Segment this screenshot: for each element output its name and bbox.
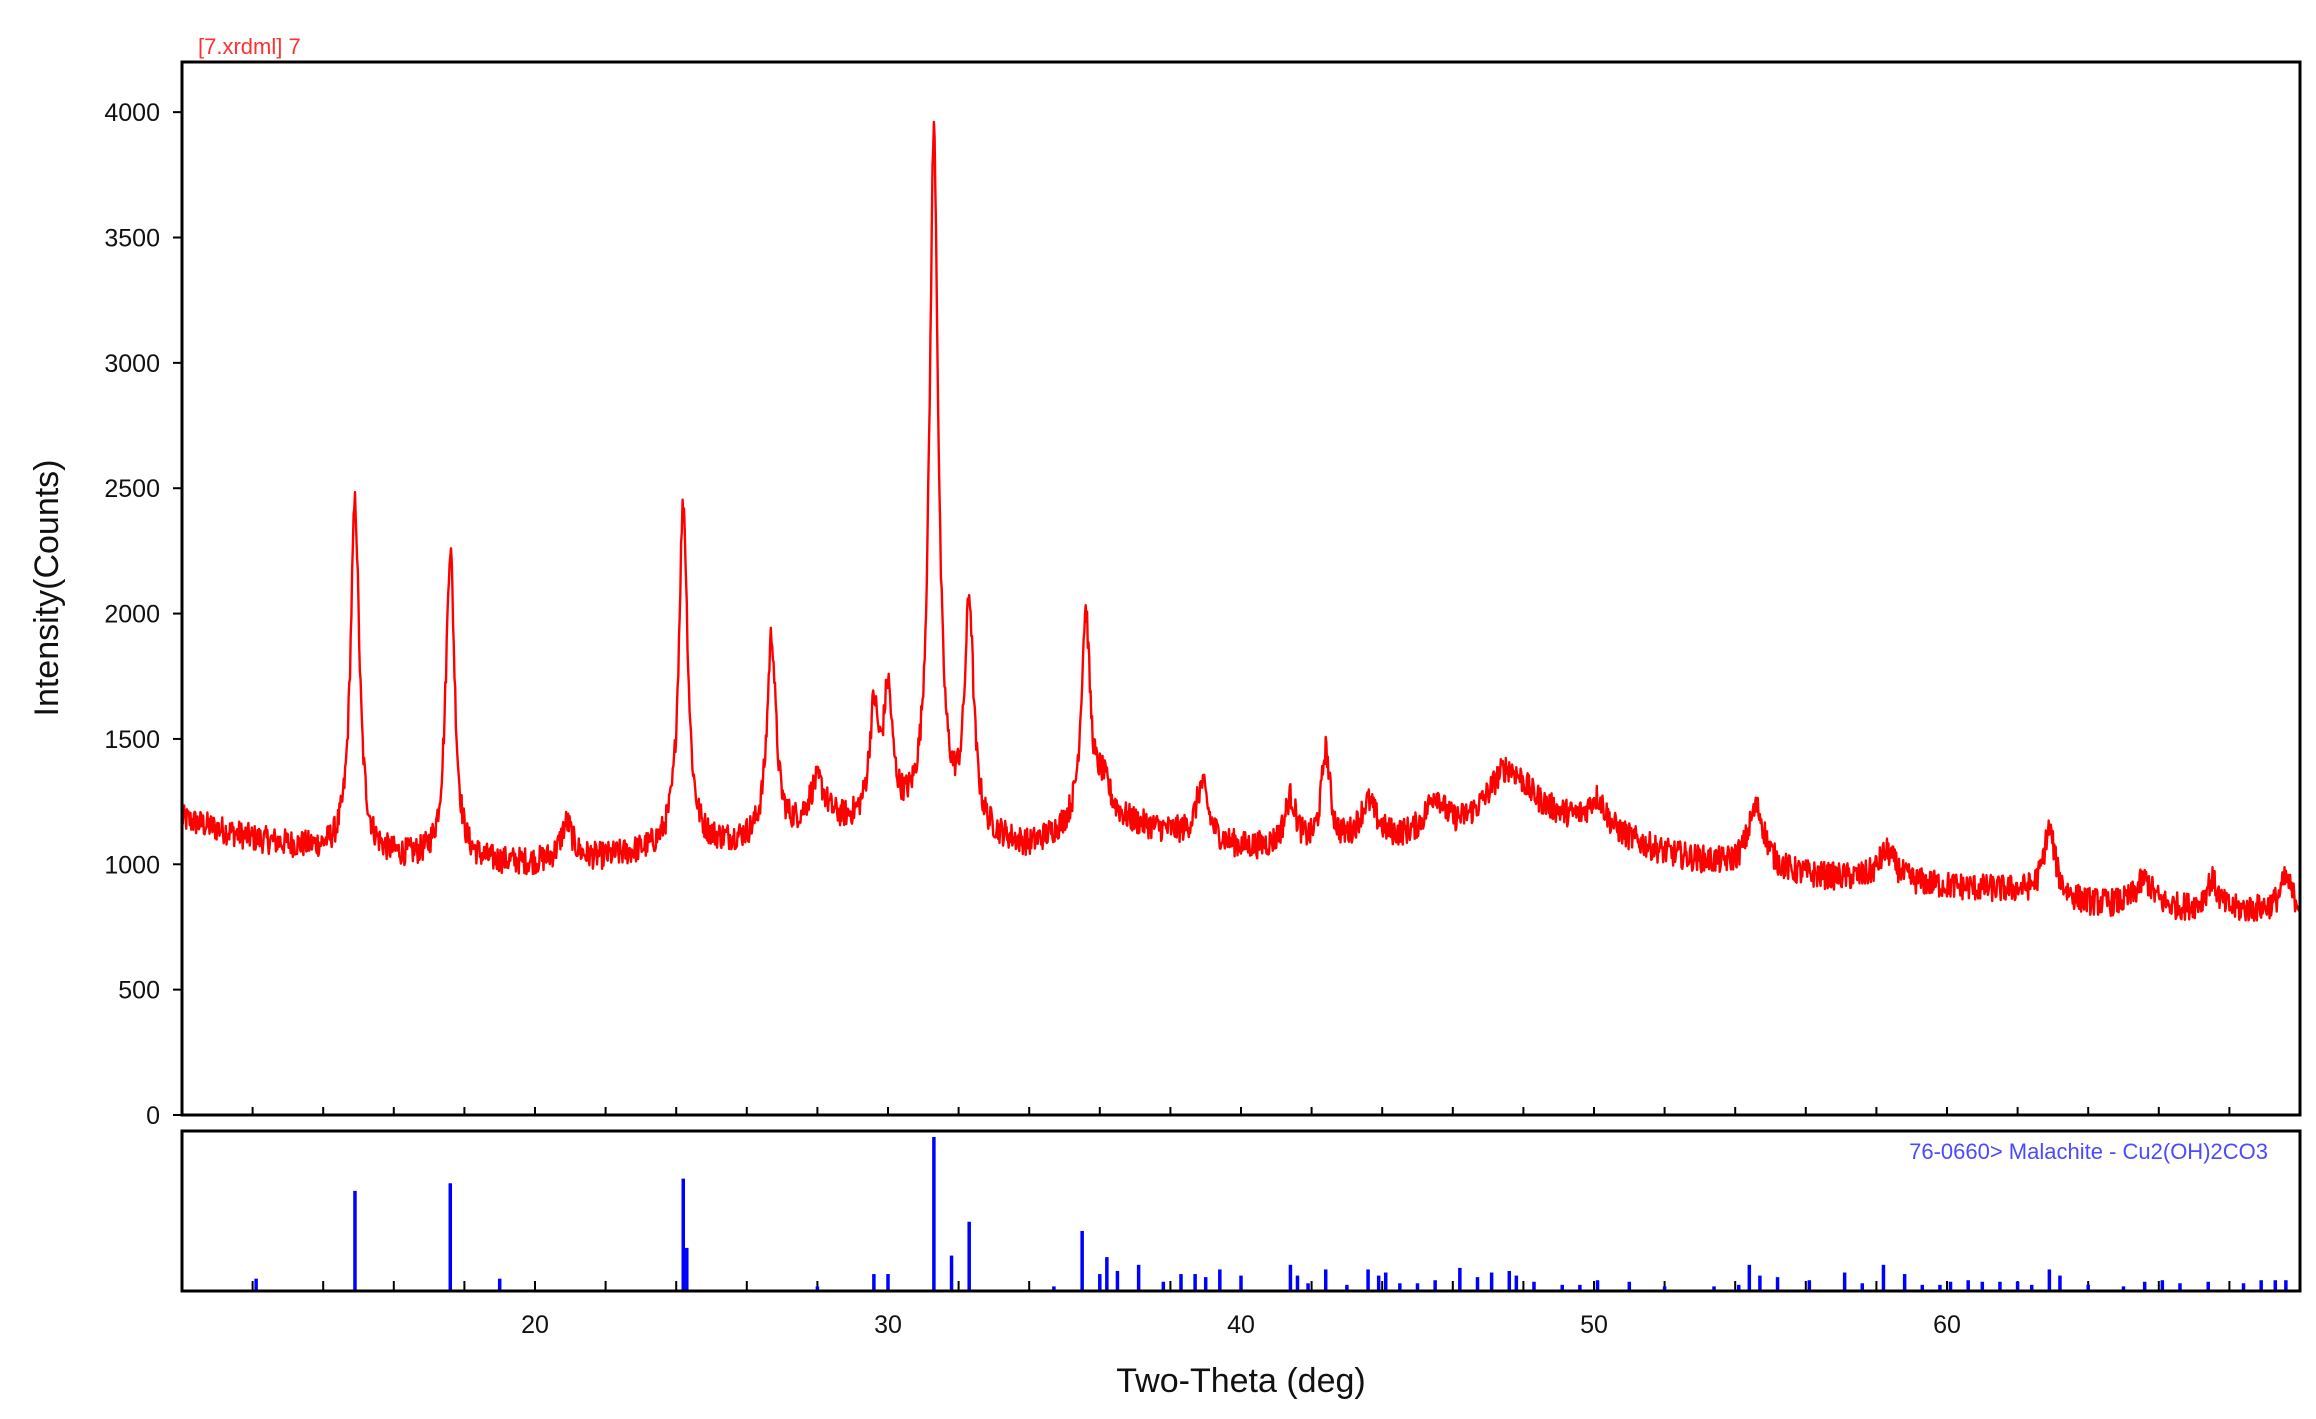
x-axis-title: Two-Theta (deg) <box>1116 1362 1365 1400</box>
y-tick-label: 3500 <box>104 225 160 253</box>
diffraction-pattern <box>180 120 2302 922</box>
y-tick-label: 1000 <box>104 851 160 879</box>
scan-label: [7.xrdml] 7 <box>198 34 301 59</box>
reference-plot-frame <box>180 1129 2302 1293</box>
main-plot-frame <box>180 60 2302 1117</box>
x-tick-label: 20 <box>521 1311 549 1339</box>
y-tick-label: 4000 <box>104 99 160 127</box>
y-tick-label: 0 <box>146 1102 160 1130</box>
x-tick-label: 40 <box>1227 1311 1255 1339</box>
y-tick-label: 2500 <box>104 475 160 503</box>
main-axis-ticks: 0 500 1000 1500 2000 2500 3000 3500 4000 <box>104 99 2231 1130</box>
x-tick-label: 60 <box>1933 1311 1961 1339</box>
reference-label: 76-0660> Malachite - Cu2(OH)2CO3 <box>1909 1139 2268 1164</box>
y-tick-label: 1500 <box>104 726 160 754</box>
pattern-line <box>180 120 2302 922</box>
reference-axis-ticks: 20 30 40 50 60 <box>251 1281 2231 1339</box>
x-tick-label: 50 <box>1580 1311 1608 1339</box>
x-tick-label: 30 <box>874 1311 902 1339</box>
y-axis-title: Intensity(Counts) <box>28 460 66 717</box>
y-tick-label: 500 <box>118 977 160 1005</box>
y-tick-label: 2000 <box>104 601 160 629</box>
y-tick-label: 3000 <box>104 350 160 378</box>
